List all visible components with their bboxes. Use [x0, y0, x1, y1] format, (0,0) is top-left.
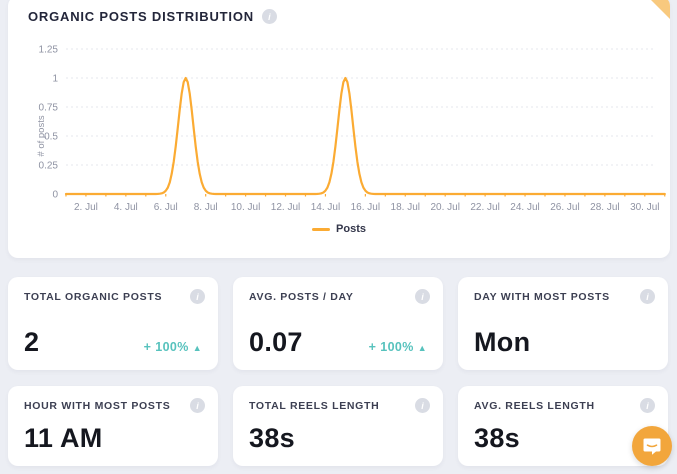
info-icon[interactable]: i: [415, 398, 430, 413]
chart-title: ORGANIC POSTS DISTRIBUTION: [28, 9, 254, 24]
svg-text:18. Jul: 18. Jul: [391, 202, 420, 213]
svg-text:28. Jul: 28. Jul: [590, 202, 619, 213]
svg-text:4. Jul: 4. Jul: [114, 202, 138, 213]
svg-text:6. Jul: 6. Jul: [154, 202, 178, 213]
stat-value: 0.07: [249, 327, 303, 357]
stat-card-day-with-most-posts: DAY WITH MOST POSTS i Mon: [458, 277, 668, 370]
svg-text:22. Jul: 22. Jul: [470, 202, 499, 213]
chart-header: ORGANIC POSTS DISTRIBUTION i: [8, 0, 670, 24]
stat-value: Mon: [474, 327, 531, 357]
svg-text:1.25: 1.25: [39, 45, 59, 56]
stat-title: TOTAL REELS LENGTH: [249, 400, 380, 412]
stat-value: 38s: [474, 423, 520, 453]
svg-text:8. Jul: 8. Jul: [194, 202, 218, 213]
info-icon[interactable]: i: [640, 398, 655, 413]
stat-card-total-reels-length: TOTAL REELS LENGTH i 38s: [233, 386, 443, 466]
stat-title: AVG. POSTS / DAY: [249, 291, 354, 303]
stat-value: 11 AM: [24, 423, 103, 453]
stat-title: DAY WITH MOST POSTS: [474, 291, 610, 303]
stat-card-avg-posts-day: AVG. POSTS / DAY i 0.07 + 100% ▲: [233, 277, 443, 370]
stat-change-badge: + 100% ▲: [143, 340, 202, 354]
trend-up-icon: ▲: [417, 343, 427, 353]
svg-text:2. Jul: 2. Jul: [74, 202, 98, 213]
svg-text:16. Jul: 16. Jul: [351, 202, 380, 213]
stat-card-hour-with-most-posts: HOUR WITH MOST POSTS i 11 AM: [8, 386, 218, 466]
svg-text:# of posts: # of posts: [36, 115, 47, 156]
chat-bubble-smile-icon: [643, 438, 661, 455]
stat-title: AVG. REELS LENGTH: [474, 400, 595, 412]
svg-text:0.75: 0.75: [39, 103, 59, 114]
stat-title: HOUR WITH MOST POSTS: [24, 400, 171, 412]
info-icon[interactable]: i: [190, 398, 205, 413]
svg-text:0.25: 0.25: [39, 161, 59, 172]
svg-text:1: 1: [52, 74, 58, 85]
stat-title: TOTAL ORGANIC POSTS: [24, 291, 163, 303]
info-icon[interactable]: i: [190, 289, 205, 304]
info-icon[interactable]: i: [415, 289, 430, 304]
stat-value: 38s: [249, 423, 295, 453]
stat-change-badge: + 100% ▲: [368, 340, 427, 354]
organic-posts-distribution-card: ORGANIC POSTS DISTRIBUTION i 0 0.25 0.5 0.7…: [8, 0, 670, 258]
info-icon[interactable]: i: [640, 289, 655, 304]
svg-text:24. Jul: 24. Jul: [510, 202, 539, 213]
svg-text:0.5: 0.5: [44, 132, 58, 143]
stat-value: 2: [24, 327, 40, 357]
info-icon[interactable]: i: [261, 9, 277, 24]
svg-text:0: 0: [52, 190, 58, 201]
svg-text:30. Jul: 30. Jul: [630, 202, 659, 213]
legend-swatch: [312, 227, 331, 231]
svg-text:12. Jul: 12. Jul: [271, 202, 300, 213]
svg-text:14. Jul: 14. Jul: [311, 202, 340, 213]
stats-grid: TOTAL ORGANIC POSTS i 2 + 100% ▲ AVG. PO…: [8, 277, 668, 466]
posts-line-chart: 0 0.25 0.5 0.75 1 1.25 # of posts 2. Jul 4. Jul 6…: [36, 45, 666, 213]
svg-text:26. Jul: 26. Jul: [550, 202, 579, 213]
svg-text:10. Jul: 10. Jul: [231, 202, 260, 213]
trend-up-icon: ▲: [192, 343, 202, 353]
svg-text:20. Jul: 20. Jul: [430, 202, 459, 213]
legend-label: Posts: [336, 223, 366, 235]
chat-launcher-button[interactable]: [632, 426, 672, 466]
stat-card-total-organic-posts: TOTAL ORGANIC POSTS i 2 + 100% ▲: [8, 277, 218, 370]
chart-legend-posts[interactable]: Posts: [8, 223, 670, 235]
